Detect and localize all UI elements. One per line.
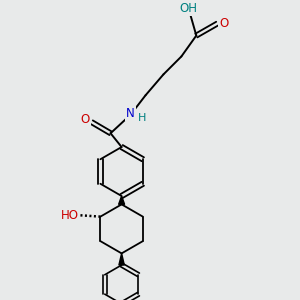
Text: O: O [219,17,228,30]
Text: O: O [80,113,90,126]
Polygon shape [118,196,124,204]
Text: OH: OH [180,2,198,15]
Text: H: H [138,113,146,123]
Text: HO: HO [61,208,79,222]
Polygon shape [119,254,124,265]
Text: N: N [126,107,135,120]
